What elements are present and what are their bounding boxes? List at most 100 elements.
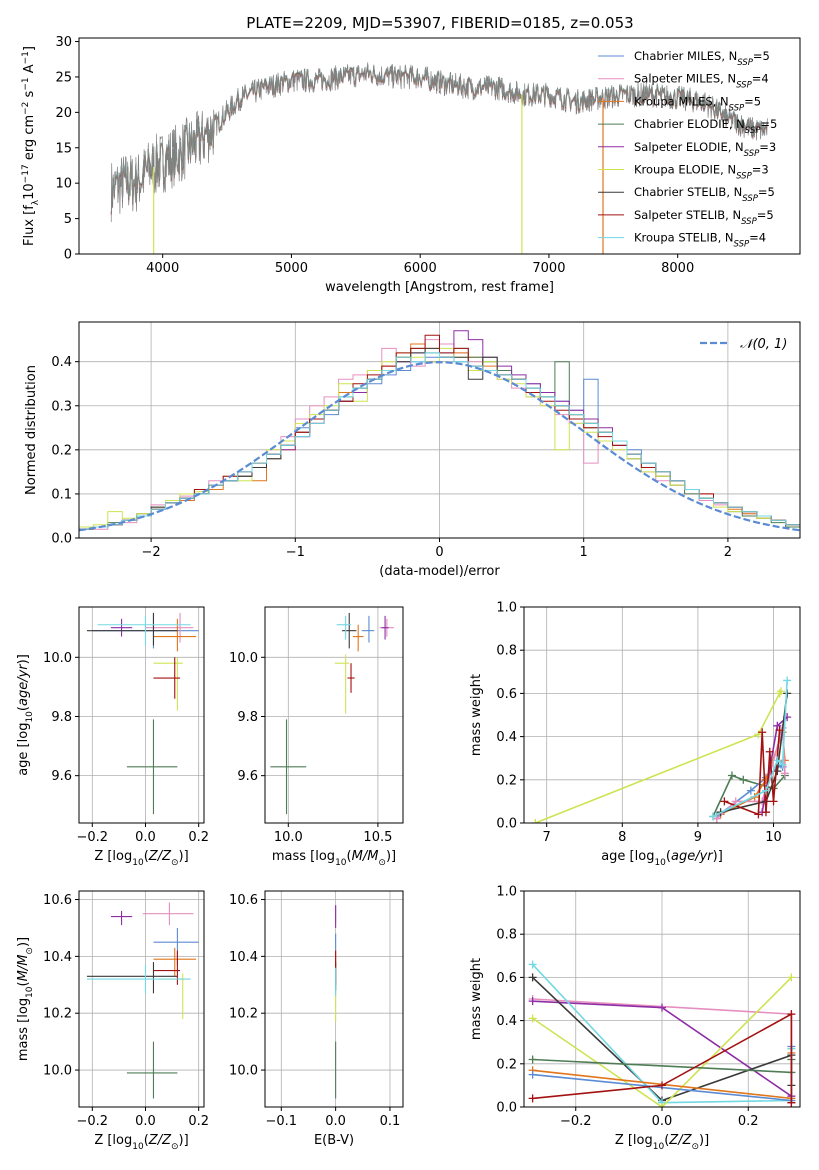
y-tick-label: 0.3 [51, 399, 72, 414]
x-tick-label: −0.1 [266, 1114, 298, 1129]
legend-entry: Salpeter STELIB, NSSP=5 [634, 208, 774, 227]
panel-weight-vs-z: −0.2 0.0 0.2 0.0 0.2 0.4 0.6 0.8 1.0 Z [log10(Z/Z… [469, 885, 801, 1152]
x-tick-label: 8000 [661, 261, 694, 276]
y-tick-label: 0.8 [496, 928, 517, 943]
y-tick-label: 0.6 [496, 687, 517, 702]
y-tick-label: 1.0 [496, 885, 517, 900]
plot-area-age-vs-mass [270, 612, 395, 815]
panels-group: 4000 5000 6000 7000 8000051015202530waveleng… [16, 35, 801, 1152]
weight-line-salpeter-stelib [532, 1012, 793, 1103]
y-tick-label: 0.0 [496, 817, 517, 832]
y-tick-label: 0.2 [496, 773, 517, 788]
figure-title: PLATE=2209, MJD=53907, FIBERID=0185, z=0… [246, 14, 633, 32]
x-tick-label: 10.5 [363, 830, 392, 845]
weight-marker [773, 756, 782, 765]
y-tick-label: 0.4 [51, 355, 72, 370]
y-tick-label: 0.0 [51, 532, 72, 547]
x-tick-label: 0.0 [652, 1114, 673, 1129]
axes-frame [264, 890, 404, 1108]
weight-marker [709, 812, 718, 821]
legend-entry: Kroupa ELODIE, NSSP=3 [634, 163, 769, 182]
y-axis-label: Flux [fλ10−17 erg cm−2 s−1 A−1] [21, 46, 41, 246]
weight-marker [787, 1010, 796, 1019]
y-tick-label: 10.4 [43, 950, 72, 965]
y-tick-label: 0.4 [496, 1014, 517, 1029]
x-tick-label: 0.2 [188, 1114, 209, 1129]
y-tick-label: 10 [55, 177, 72, 192]
weight-marker [528, 1055, 537, 1064]
legend-entry: Chabrier ELODIE, NSSP=5 [634, 117, 777, 136]
x-tick-label: 0.2 [738, 1114, 759, 1129]
weight-marker [775, 726, 784, 735]
axes-frame [78, 890, 205, 1108]
x-tick-label: 8 [618, 830, 626, 845]
x-axis-label: wavelength [Angstrom, rest frame] [325, 280, 554, 295]
axes-frame [78, 37, 801, 255]
x-axis-label: Z [log10(Z/Z⊙)] [94, 1133, 188, 1152]
y-tick-label: 9.8 [237, 710, 258, 725]
weight-marker [783, 676, 792, 685]
y-axis-label: mass weight [469, 674, 484, 756]
x-tick-label: 1 [580, 545, 588, 560]
x-tick-label: 9 [694, 830, 702, 845]
weight-marker [528, 1094, 537, 1103]
panel-age-vs-mass: 10.0 10.5 9.6 9.8 10.0 mass [log10(M/M⊙)] [229, 606, 404, 868]
legend-entry: Salpeter ELODIE, NSSP=3 [634, 140, 776, 159]
plot-area-spectrum [110, 62, 769, 254]
x-tick-label: 4000 [146, 261, 179, 276]
y-tick-label: 1.0 [496, 601, 517, 616]
weight-marker [739, 775, 748, 784]
y-tick-label: 5 [64, 212, 72, 227]
legend-entry: Chabrier STELIB, NSSP=5 [634, 185, 775, 204]
weight-marker [787, 973, 796, 982]
x-tick-label: −0.2 [77, 830, 109, 845]
model-spectrum-kroupa-stelib [110, 63, 768, 213]
weight-marker [727, 771, 736, 780]
y-tick-label: 10.2 [229, 1007, 258, 1022]
y-tick-label: 25 [55, 70, 72, 85]
legend-entry: Chabrier MILES, NSSP=5 [634, 49, 770, 68]
weight-marker [658, 1003, 666, 1012]
weight-marker [658, 1103, 666, 1107]
weight-marker [720, 797, 729, 806]
y-tick-label: 9.8 [51, 710, 72, 725]
x-axis-label: E(B-V) [314, 1133, 354, 1148]
y-tick-label: 9.6 [237, 769, 258, 784]
y-tick-label: 10.0 [43, 1064, 72, 1079]
y-tick-label: 10.0 [229, 651, 258, 666]
x-tick-label: −1 [286, 545, 305, 560]
y-tick-label: 10.0 [229, 1064, 258, 1079]
x-tick-label: −0.2 [560, 1114, 592, 1129]
x-tick-label: 7 [543, 830, 551, 845]
y-tick-label: 9.6 [51, 769, 72, 784]
panel-residuals: −2 −1 0 1 2 0.0 0.1 0.2 0.3 0.4 (data-model)/error… [24, 321, 801, 579]
y-axis-label: mass [log10(M/M⊙)] [16, 937, 35, 1061]
x-tick-label: 6000 [404, 261, 437, 276]
y-tick-label: 10.0 [43, 651, 72, 666]
weight-marker [778, 760, 787, 769]
weight-marker [761, 808, 770, 817]
weight-marker [773, 721, 782, 730]
y-tick-label: 0 [64, 248, 72, 263]
legend-entry: 𝒩(0, 1) [740, 337, 787, 352]
weight-marker [528, 1014, 537, 1023]
plot-area-residuals [79, 330, 800, 532]
axes-frame [264, 606, 404, 824]
x-tick-label: 0.1 [380, 1114, 401, 1129]
weight-marker [777, 687, 786, 696]
weight-marker [528, 1070, 537, 1079]
weight-marker [528, 997, 537, 1006]
normal-curve [79, 360, 800, 532]
axes-frame [78, 606, 205, 824]
panel-mass-vs-z: −0.2 0.0 0.2 10.0 10.2 10.4 10.6 Z [log10(Z/Z⊙)… [16, 890, 209, 1152]
y-tick-label: 0.4 [496, 730, 517, 745]
x-tick-label: −2 [142, 545, 161, 560]
plot-area-weight-vs-z [528, 960, 796, 1107]
y-axis-label: Normed distribution [24, 365, 39, 495]
x-axis-label: Z [log10(Z/Z⊙)] [615, 1133, 709, 1152]
panel-mass-vs-ebv: −0.1 0.0 0.1 10.0 10.2 10.4 10.6 E(B-V) [229, 890, 404, 1148]
weight-marker [658, 1081, 666, 1090]
y-tick-label: 10.6 [43, 893, 72, 908]
weight-marker [528, 973, 537, 982]
